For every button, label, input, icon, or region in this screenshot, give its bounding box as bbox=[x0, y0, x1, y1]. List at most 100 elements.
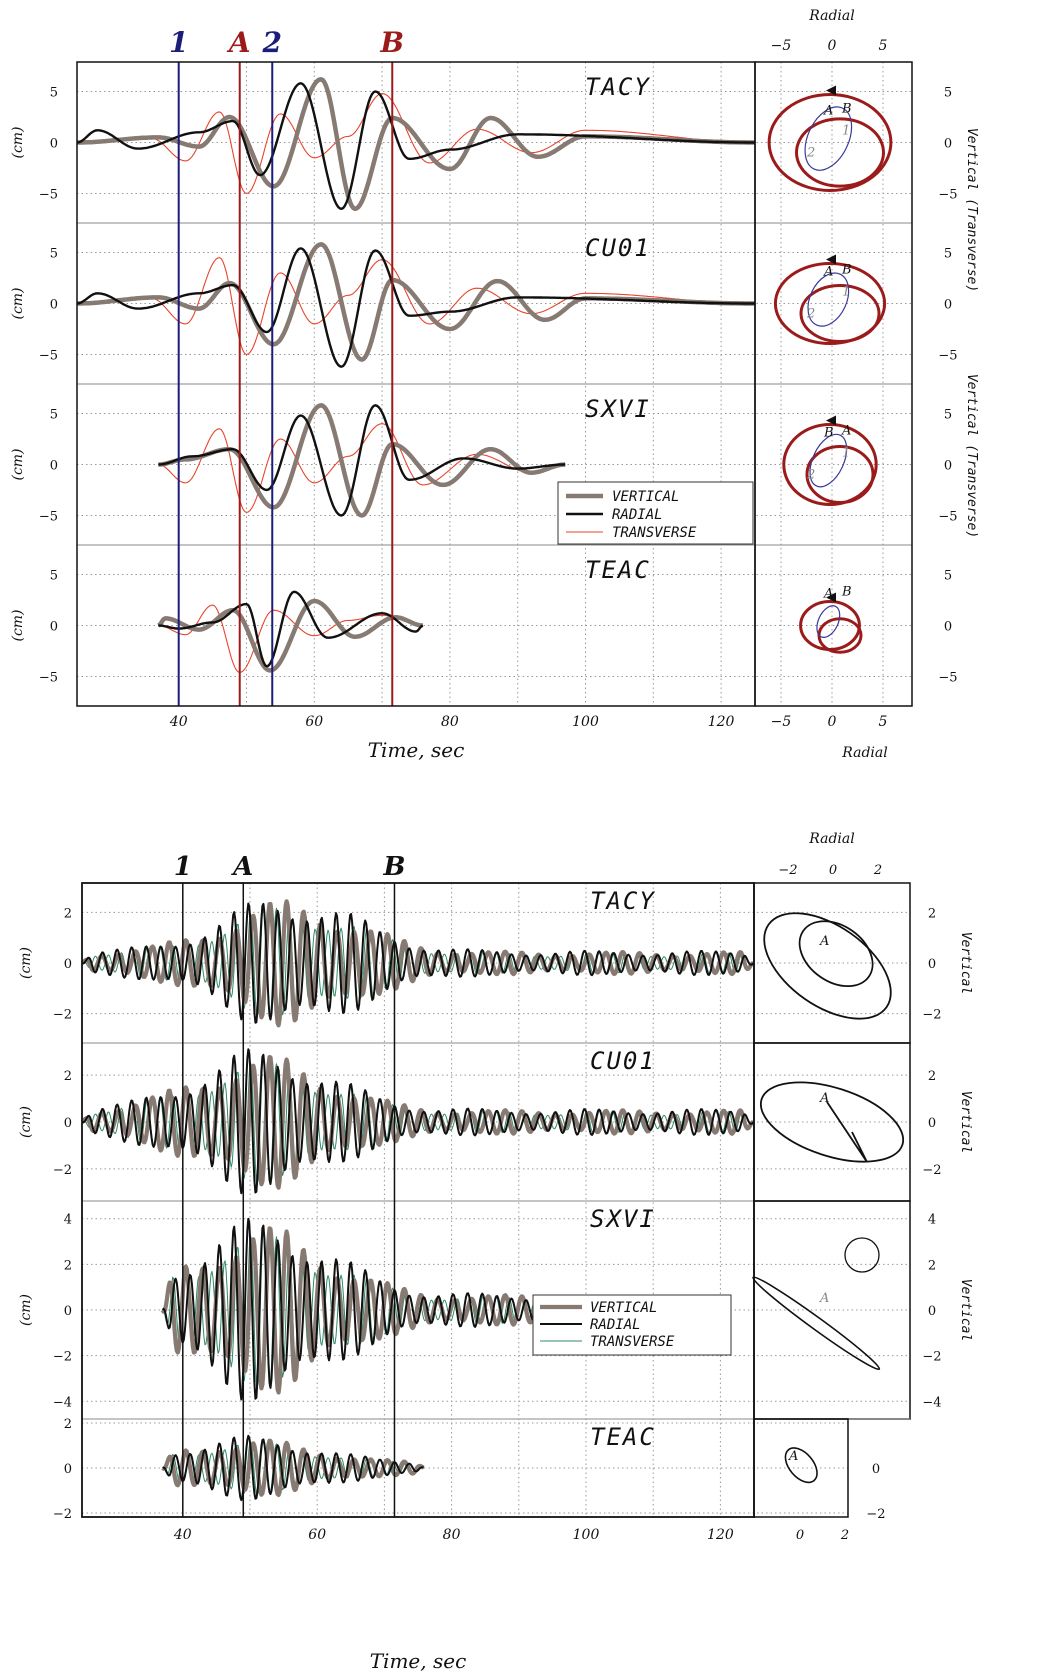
station-label: TACY bbox=[590, 887, 656, 915]
y-axis-label: (cm) bbox=[10, 287, 26, 319]
pm-red-orbit bbox=[782, 423, 878, 506]
pm-y-tick-label: 0 bbox=[944, 459, 952, 474]
y-tick-label: 0 bbox=[64, 1462, 72, 1477]
pm-y-tick-label: −5 bbox=[938, 349, 957, 364]
series-line-radial bbox=[81, 902, 754, 1024]
y-tick-label: 0 bbox=[64, 1304, 72, 1319]
pm-y-axis-label: Vertical (Transverse) bbox=[964, 374, 979, 538]
pm-x-tick-label: −2 bbox=[778, 863, 797, 878]
pm-point-label: B bbox=[841, 585, 852, 600]
pm-x-axis-label: Radial bbox=[808, 831, 854, 847]
pm-y-tick-label: 0 bbox=[872, 1462, 880, 1477]
y-tick-label: −2 bbox=[53, 1350, 72, 1365]
y-tick-label: 5 bbox=[50, 247, 58, 262]
pm-y-axis-label: Vertical (Transverse) bbox=[964, 128, 979, 292]
pm-orbit bbox=[759, 1081, 905, 1163]
pm-y-axis-label: Vertical bbox=[958, 1091, 973, 1154]
pm-red-orbit bbox=[773, 262, 887, 345]
y-tick-label: −2 bbox=[53, 1163, 72, 1178]
y-axis-label: (cm) bbox=[10, 609, 26, 641]
pm-point-label: 2 bbox=[806, 468, 815, 483]
station-label: TEAC bbox=[590, 1423, 656, 1451]
pm-y-tick-label: −5 bbox=[938, 188, 957, 203]
y-tick-label: 0 bbox=[50, 459, 58, 474]
series-line-radial bbox=[76, 82, 755, 210]
y-tick-label: −5 bbox=[39, 349, 58, 364]
pm-orbit bbox=[752, 1276, 881, 1371]
legend-label: TRANSVERSE bbox=[612, 525, 697, 541]
legend-label: RADIAL bbox=[590, 1317, 641, 1333]
pm-y-tick-label: 5 bbox=[944, 247, 952, 262]
pm-point-label: 1 bbox=[842, 285, 850, 300]
pm-orbit bbox=[763, 912, 892, 1020]
pm-y-tick-label: 0 bbox=[944, 298, 952, 313]
pm-point-label: A bbox=[823, 265, 833, 280]
y-tick-label: −5 bbox=[39, 510, 58, 525]
pm-y-tick-label: 0 bbox=[928, 1304, 936, 1319]
y-tick-label: −2 bbox=[53, 1008, 72, 1023]
pm-point-label: A bbox=[819, 1091, 829, 1106]
pm-y-tick-label: 0 bbox=[944, 620, 952, 635]
pm-y-tick-label: 4 bbox=[928, 1213, 936, 1228]
pm-point-label: A bbox=[823, 104, 833, 119]
station-label: TEAC bbox=[585, 556, 651, 584]
pm-red-orbit bbox=[795, 117, 885, 188]
pm-blue-orbit bbox=[816, 605, 841, 638]
y-tick-label: 0 bbox=[50, 298, 58, 313]
series-line-vertical bbox=[157, 403, 566, 518]
y-axis-label: (cm) bbox=[10, 448, 26, 480]
pm-orbit bbox=[784, 1447, 818, 1484]
pm-y-tick-label: 0 bbox=[944, 137, 952, 152]
pm-x-tick-label: 2 bbox=[873, 863, 882, 878]
pm-y-tick-label: 5 bbox=[944, 569, 952, 584]
pm-x-tick-label: −5 bbox=[771, 714, 792, 730]
pm-orbit bbox=[798, 920, 874, 988]
marker-label: A bbox=[226, 26, 251, 59]
legend: VERTICAL RADIAL TRANSVERSE bbox=[557, 481, 754, 545]
y-tick-label: 0 bbox=[64, 1116, 72, 1131]
series-line-vertical bbox=[157, 598, 424, 673]
pm-frame bbox=[753, 882, 911, 1044]
x-tick-label: 40 bbox=[173, 1527, 192, 1543]
pm-point-label: B bbox=[823, 426, 834, 441]
series-line-radial bbox=[81, 1048, 754, 1195]
pm-point-label: 1 bbox=[842, 124, 850, 139]
pm-point-label: B bbox=[841, 102, 852, 117]
x-tick-label: 100 bbox=[572, 714, 599, 730]
pm-arrow bbox=[826, 254, 836, 265]
series-line-radial bbox=[162, 1434, 424, 1502]
pm-y-tick-label: 5 bbox=[944, 86, 952, 101]
pm-point-label: 2 bbox=[806, 146, 815, 161]
pm-point-label: B bbox=[841, 263, 852, 278]
pm-y-tick-label: 2 bbox=[928, 1069, 936, 1084]
pm-y-tick-label: −4 bbox=[922, 1395, 941, 1410]
station-label: SXVI bbox=[585, 395, 651, 423]
short-period-figure: 2 0 −2 (cm) TACY A 2 0 −2 Vertical 2 0 −2 (cm) CU01 A 2 0… bbox=[18, 831, 973, 1673]
marker-label: 1 bbox=[169, 26, 188, 59]
x-tick-label: 80 bbox=[443, 1527, 461, 1543]
legend-label: RADIAL bbox=[612, 507, 663, 523]
y-axis-label: (cm) bbox=[18, 1294, 34, 1326]
pm-blue-orbit bbox=[807, 272, 850, 327]
y-tick-label: −4 bbox=[53, 1395, 72, 1410]
x-tick-label: 80 bbox=[441, 714, 459, 730]
y-tick-label: 0 bbox=[50, 137, 58, 152]
series-line-radial bbox=[161, 1217, 566, 1401]
pm-y-tick-label: −2 bbox=[922, 1163, 941, 1178]
x-tick-label: 60 bbox=[305, 714, 323, 730]
pm-x-tick-label: 5 bbox=[879, 38, 888, 54]
station-label: TACY bbox=[585, 73, 651, 101]
y-tick-label: −5 bbox=[39, 188, 58, 203]
pm-arrow bbox=[826, 415, 836, 426]
y-tick-label: 5 bbox=[50, 408, 58, 423]
x-tick-label: 60 bbox=[308, 1527, 326, 1543]
pm-y-axis-label: Vertical bbox=[958, 932, 973, 995]
marker-label: A bbox=[230, 852, 253, 882]
pm-x-axis-label: Radial bbox=[808, 8, 854, 24]
pm-x-tick-label: 2 bbox=[840, 1528, 849, 1543]
x-axis-label: Time, sec bbox=[370, 1649, 467, 1673]
pm-y-tick-label: 0 bbox=[928, 1116, 936, 1131]
x-axis-label: Time, sec bbox=[368, 738, 465, 762]
pm-y-tick-label: 2 bbox=[928, 1258, 936, 1273]
pm-y-axis-label: Vertical bbox=[958, 1279, 973, 1342]
